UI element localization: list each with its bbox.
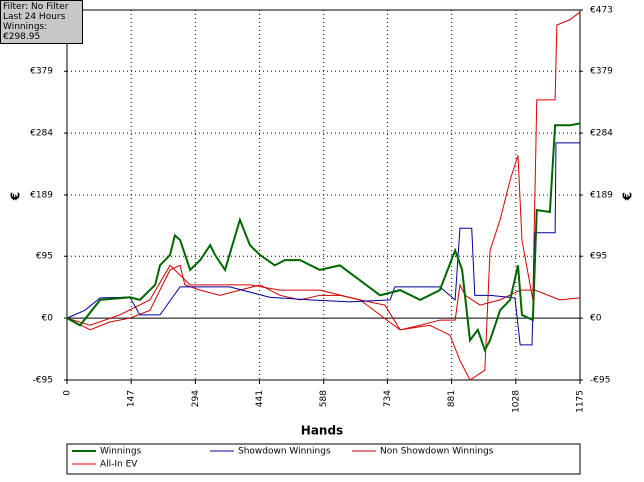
series-line bbox=[66, 142, 580, 346]
y-tick-label-right: €95 bbox=[590, 252, 607, 262]
x-tick-label: 441 bbox=[255, 390, 265, 407]
y-tick-label: €95 bbox=[36, 252, 53, 262]
x-tick-label: 588 bbox=[319, 390, 329, 407]
y-tick-label-right: €473 bbox=[590, 6, 613, 16]
period-text: Last 24 Hours bbox=[3, 12, 66, 22]
y-tick-label: €189 bbox=[30, 191, 53, 201]
x-tick-label: 881 bbox=[447, 390, 457, 407]
x-axis-title: Hands bbox=[301, 424, 343, 438]
y-tick-label-right: -€95 bbox=[590, 376, 610, 386]
series-line bbox=[66, 264, 581, 331]
y-tick-label-right: €0 bbox=[590, 314, 602, 324]
y-tick-label: €379 bbox=[30, 67, 53, 77]
x-tick-label: 734 bbox=[383, 390, 393, 407]
legend-label: Non Showdown Winnings bbox=[380, 447, 494, 457]
x-tick-label: 1175 bbox=[576, 390, 586, 413]
y-tick-label: -€95 bbox=[33, 376, 53, 386]
y-tick-label: €0 bbox=[42, 314, 54, 324]
x-tick-label: 1028 bbox=[511, 390, 521, 413]
x-tick-label: 294 bbox=[191, 390, 201, 407]
y-axis-title-right: € bbox=[621, 192, 635, 201]
x-tick-label: 147 bbox=[127, 390, 137, 407]
y-tick-label: €284 bbox=[30, 129, 53, 139]
legend-label: All-In EV bbox=[100, 460, 138, 470]
y-tick-label-right: €189 bbox=[590, 191, 613, 201]
filter-text: Filter: No Filter bbox=[3, 2, 69, 12]
info-box: Filter: No Filter Last 24 Hours Winnings… bbox=[0, 0, 83, 44]
y-tick-label-right: €379 bbox=[590, 67, 613, 77]
legend-label: Showdown Winnings bbox=[238, 447, 331, 457]
legend-frame bbox=[66, 443, 581, 475]
series-line bbox=[66, 122, 581, 353]
y-tick-label-right: €284 bbox=[590, 129, 613, 139]
legend-label: Winnings bbox=[100, 447, 142, 457]
y-axis-title: € bbox=[9, 192, 23, 201]
x-tick-label: 0 bbox=[63, 390, 73, 396]
winnings-text: Winnings: €298.95 bbox=[3, 22, 48, 42]
